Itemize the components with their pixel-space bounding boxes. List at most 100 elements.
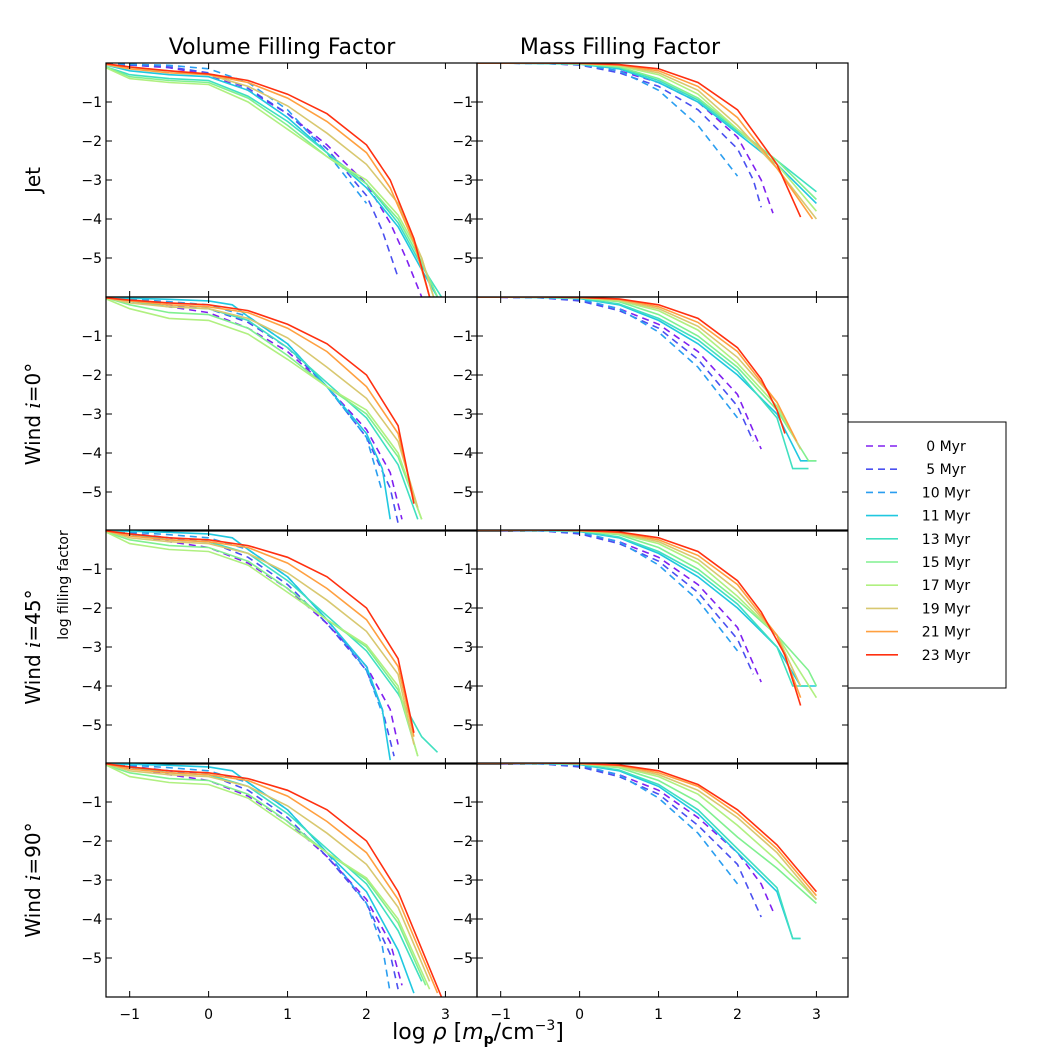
- labels-layer: Volume Filling Factor Mass Filling Facto…: [21, 35, 1007, 1048]
- series-line-19-myr: [106, 763, 431, 982]
- y-tick-label: −4: [81, 912, 102, 928]
- panel-r2-c1: −1 −2 −3 −4 −5: [452, 529, 849, 765]
- series-line-19-myr: [477, 763, 818, 901]
- y-tick-label: −1: [81, 795, 102, 811]
- x-axis-label-rho: ρ: [433, 1020, 447, 1045]
- series-line-5-myr: [477, 63, 762, 208]
- x-tick-label: 3: [812, 1007, 821, 1023]
- legend: 0 Myr 5 Myr 10 Myr 11 Myr 13 Myr 15 Myr 17 Myr…: [847, 421, 1007, 689]
- series-line-10-myr: [106, 63, 368, 204]
- series-line-13-myr: [106, 763, 423, 982]
- series-line-23-myr: [106, 63, 431, 297]
- y-tick-label: −1: [81, 95, 102, 111]
- x-axis-label-m: m: [462, 1020, 483, 1045]
- x-tick-label: 2: [362, 1007, 371, 1023]
- y-tick-label: −2: [81, 834, 102, 850]
- y-tick-label: −1: [452, 795, 473, 811]
- x-axis-label-pre: log: [392, 1020, 433, 1045]
- panel-r1-c1: −1 −2 −3 −4 −5: [452, 296, 849, 532]
- panel-r3-c1: −1 −2 −3 −4 −5 −1 0 1 2 3: [452, 762, 849, 1023]
- legend-label: 11 Myr: [922, 509, 971, 525]
- x-tick-label: −1: [119, 1007, 140, 1023]
- series-line-15-myr: [477, 297, 817, 462]
- series-line-0-myr: [477, 63, 774, 214]
- legend-box: [847, 421, 1007, 689]
- column-title-volume: Volume Filling Factor: [169, 35, 397, 60]
- y-tick-label: −1: [452, 562, 473, 578]
- y-tick-label: −4: [452, 912, 473, 928]
- panel-series-r1-c0: [106, 297, 423, 524]
- series-line-13-myr: [106, 297, 419, 520]
- panel-frame: [105, 296, 478, 532]
- x-tick-label: 3: [441, 1007, 450, 1023]
- series-line-17-myr: [106, 531, 419, 757]
- legend-label: 10 Myr: [922, 485, 971, 501]
- series-line-19-myr: [106, 64, 435, 297]
- y-tick-label: −5: [452, 718, 473, 734]
- legend-label: 13 Myr: [922, 532, 971, 548]
- row-label: Wind i=0°: [21, 363, 45, 466]
- y-tick-label: −4: [81, 212, 102, 228]
- series-line-11-myr: [477, 763, 801, 940]
- series-line-13-myr: [106, 66, 443, 297]
- series-line-5-myr: [106, 63, 399, 278]
- series-line-5-myr: [477, 763, 762, 918]
- row-label: Wind i=45°: [21, 589, 45, 704]
- series-line-19-myr: [106, 297, 419, 508]
- series-line-10-myr: [477, 297, 739, 419]
- row-label: Jet: [21, 167, 45, 195]
- y-tick-label: −1: [81, 329, 102, 345]
- series-line-0-myr: [477, 530, 762, 683]
- series-line-15-myr: [106, 764, 427, 986]
- y-tick-label: −2: [81, 601, 102, 617]
- y-tick-label: −2: [81, 368, 102, 384]
- y-tick-label: −2: [452, 834, 473, 850]
- series-line-10-myr: [477, 763, 739, 885]
- panel-series-r3-c1: [477, 763, 818, 940]
- y-tick-label: −4: [452, 446, 473, 462]
- y-tick-label: −1: [81, 562, 102, 578]
- x-tick-label: 1: [654, 1007, 663, 1023]
- series-line-17-myr: [106, 764, 431, 990]
- series-line-15-myr: [477, 763, 817, 904]
- series-line-21-myr: [106, 63, 431, 297]
- series-line-17-myr: [477, 763, 817, 901]
- panel-series-r0-c0: [106, 63, 443, 297]
- panel-series-r2-c1: [477, 530, 818, 706]
- legend-label: 0 Myr: [926, 439, 966, 455]
- y-tick-label: −5: [452, 251, 473, 267]
- series-line-21-myr: [106, 297, 415, 500]
- x-axis-label-open: [: [447, 1020, 463, 1045]
- x-tick-label: 2: [733, 1007, 742, 1023]
- y-tick-label: −5: [81, 718, 102, 734]
- y-tick-label: −3: [81, 407, 102, 423]
- legend-label: 21 Myr: [922, 625, 971, 641]
- x-tick-label: 0: [575, 1007, 584, 1023]
- series-line-15-myr: [106, 66, 439, 297]
- panel-r2-c0: −1 −2 −3 −4 −5: [81, 529, 478, 765]
- series-line-23-myr: [106, 297, 415, 504]
- y-tick-label: −5: [81, 485, 102, 501]
- y-tick-label: −2: [452, 601, 473, 617]
- series-line-13-myr: [477, 763, 801, 940]
- series-line-0-myr: [477, 297, 762, 450]
- y-tick-label: −4: [81, 679, 102, 695]
- y-tick-label: −5: [452, 951, 473, 967]
- legend-label: 5 Myr: [926, 462, 966, 478]
- series-line-5-myr: [106, 530, 395, 757]
- series-line-21-myr: [106, 530, 415, 737]
- row-label: Wind i=90°: [21, 822, 45, 937]
- y-tick-label: −1: [452, 95, 473, 111]
- series-line-19-myr: [477, 63, 818, 220]
- y-tick-label: −2: [81, 134, 102, 150]
- series-line-5-myr: [477, 530, 755, 675]
- series-line-21-myr: [106, 763, 439, 994]
- y-tick-label: −3: [452, 873, 473, 889]
- x-axis-label-sup: −3: [535, 1018, 556, 1034]
- y-tick-label: −2: [452, 368, 473, 384]
- series-line-0-myr: [106, 63, 423, 297]
- series-line-10-myr: [477, 530, 739, 652]
- series-line-17-myr: [106, 298, 423, 520]
- series-line-11-myr: [106, 530, 391, 761]
